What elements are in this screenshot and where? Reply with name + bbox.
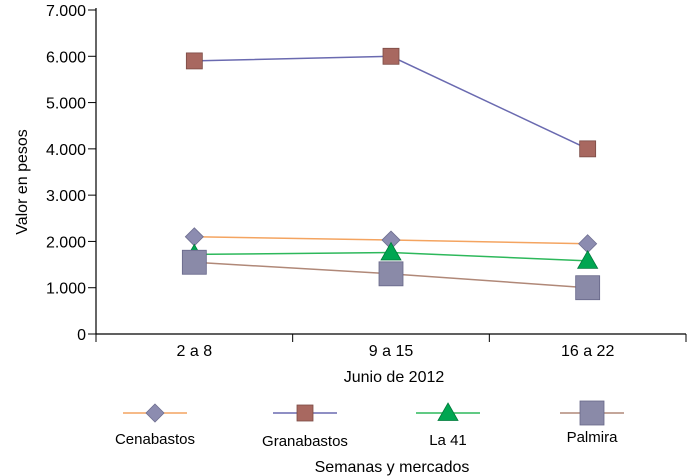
data-point-granabastos — [185, 52, 203, 70]
legend-label-palmira: Palmira — [567, 429, 619, 446]
x-tick-label: 9 a 15 — [369, 343, 414, 360]
data-point-cenabastos — [578, 234, 598, 254]
data-point-cenabastos — [184, 227, 204, 247]
legend-label-cenabastos: Cenabastos — [115, 431, 195, 448]
legend-marker-granabastos — [296, 404, 314, 422]
data-point-palmira — [181, 249, 207, 275]
y-axis-title: Valor en pesos — [14, 129, 31, 235]
legend-label-la-41: La 41 — [429, 432, 467, 449]
data-point-palmira — [378, 261, 404, 287]
series-line-granabastos — [194, 55, 588, 150]
x-tick-label: 16 a 22 — [561, 343, 614, 360]
data-point-palmira — [575, 275, 601, 301]
y-tick-label: 3.000 — [46, 188, 86, 205]
data-point-la-41 — [380, 241, 402, 261]
data-point-la-41 — [576, 250, 599, 269]
y-tick-label: 7.000 — [46, 3, 86, 20]
legend-marker-la-41 — [437, 402, 459, 421]
legend-marker-palmira — [579, 400, 605, 426]
legend-label-granabastos: Granabastos — [262, 433, 348, 450]
y-tick-label: 0 — [77, 327, 86, 344]
y-tick-label: 4.000 — [46, 142, 86, 159]
x-tick-label: 2 a 8 — [177, 343, 213, 360]
data-point-granabastos — [382, 47, 400, 65]
y-tick-label: 6.000 — [46, 49, 86, 66]
legend: Cenabastos Granabastos La 41 Palmira — [115, 400, 624, 450]
y-tick-label: 1.000 — [46, 281, 86, 298]
y-tick-label: 2.000 — [46, 234, 86, 251]
plot-area: 0 1.000 2.000 3.000 4.000 5.000 6.000 7.000 2 a … — [46, 3, 687, 360]
legend-marker-cenabastos — [145, 403, 165, 423]
x-axis-title: Junio de 2012 — [344, 369, 445, 386]
y-tick-label: 5.000 — [46, 96, 86, 113]
chart-caption: Semanas y mercados — [315, 459, 470, 476]
data-point-granabastos — [579, 140, 597, 158]
